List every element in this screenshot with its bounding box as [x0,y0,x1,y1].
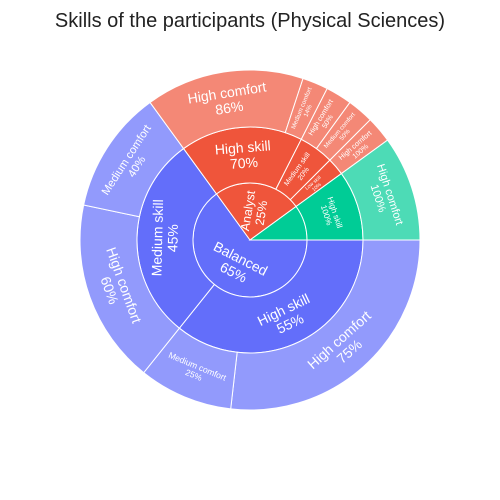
chart-title: Skills of the participants (Physical Sci… [54,10,446,32]
segment-analyst-label: Analyst [238,189,258,232]
segment-analyst-percent: 25% [253,200,271,227]
segment-balanced-medium-skill-1-label: Medium skill [148,199,166,276]
segment-balanced-high-skill-0-high-comfort-0[interactable] [230,239,421,411]
segment-analyst-high-skill-0-label: High skill [214,137,271,157]
segment-analyst-high-skill-0-high-comfort-0-percent: 86% [214,98,244,118]
segment-analyst-low-skill-2-percent: 10% [311,182,323,193]
segment-analyst-high-skill-0-percent: 70% [229,154,258,172]
segment-analyst-high-skill-0-medium-comfort-1-percent: 14% [302,103,313,118]
segment-balanced-medium-skill-1-percent: 45% [164,224,181,252]
segment-segment-high-skill-0-high-comfort-0[interactable] [340,139,421,241]
